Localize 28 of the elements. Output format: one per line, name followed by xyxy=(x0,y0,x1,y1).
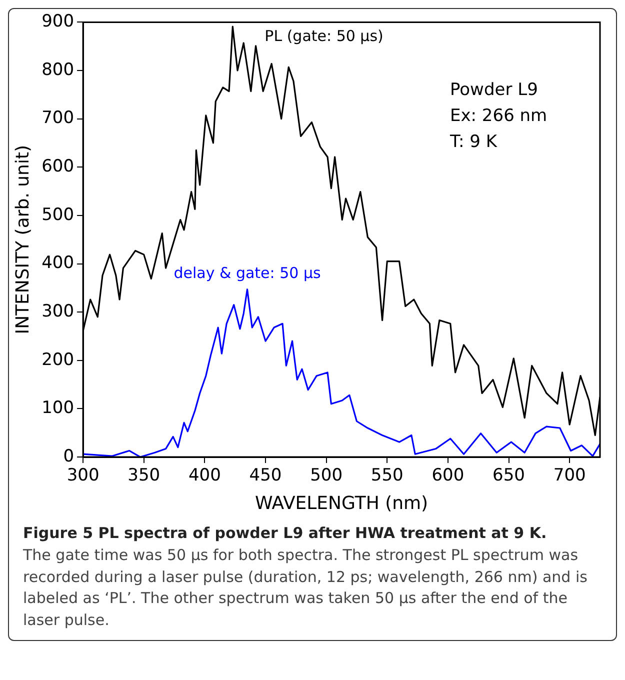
x-tick-label: 500 xyxy=(310,466,343,486)
x-tick-label: 450 xyxy=(249,466,282,486)
annotation: T: 9 K xyxy=(449,132,498,152)
x-tick-label: 300 xyxy=(66,466,100,486)
series-label: delay & gate: 50 µs xyxy=(174,264,321,282)
y-tick-label: 400 xyxy=(42,253,74,274)
x-tick-label: 550 xyxy=(370,466,404,486)
text: Figure 5 PL spectra of powder L9 after HWA treatment at 9 K. xyxy=(23,524,547,542)
y-tick-label: 500 xyxy=(42,204,74,225)
y-tick-label: 600 xyxy=(42,156,74,177)
annotation: Ex: 266 nm xyxy=(450,106,548,126)
y-tick-label: 300 xyxy=(42,301,74,322)
y-tick-label: 200 xyxy=(42,350,74,370)
y-tick-label: 800 xyxy=(42,60,74,80)
y-tick-label: 100 xyxy=(42,398,74,418)
y-tick-label: 900 xyxy=(42,12,74,32)
x-tick-label: 350 xyxy=(128,466,160,486)
x-tick-label: 700 xyxy=(553,466,586,486)
series-label: PL (gate: 50 µs) xyxy=(264,26,384,45)
y-tick-label: 700 xyxy=(42,108,74,128)
x-tick-label: 650 xyxy=(492,466,525,486)
x-tick-label: 600 xyxy=(432,466,464,486)
y-axis-title: INTENSITY (arb. unit) xyxy=(12,144,34,334)
x-tick-label: 400 xyxy=(188,466,221,486)
y-tick-label: 0 xyxy=(63,446,74,466)
text: The gate time was 50 µs for both spectra. The strongest PL spectrum was recorded during a laser pulse (duration, 12 ps; wavelength, 266 nm) and is labeled as ‘PL’. The other spectrum was taken 50 µs after the end of the laser pulse. xyxy=(23,544,588,631)
x-axis-title: WAVELENGTH (nm) xyxy=(254,492,428,514)
annotation: Powder L9 xyxy=(450,80,538,100)
